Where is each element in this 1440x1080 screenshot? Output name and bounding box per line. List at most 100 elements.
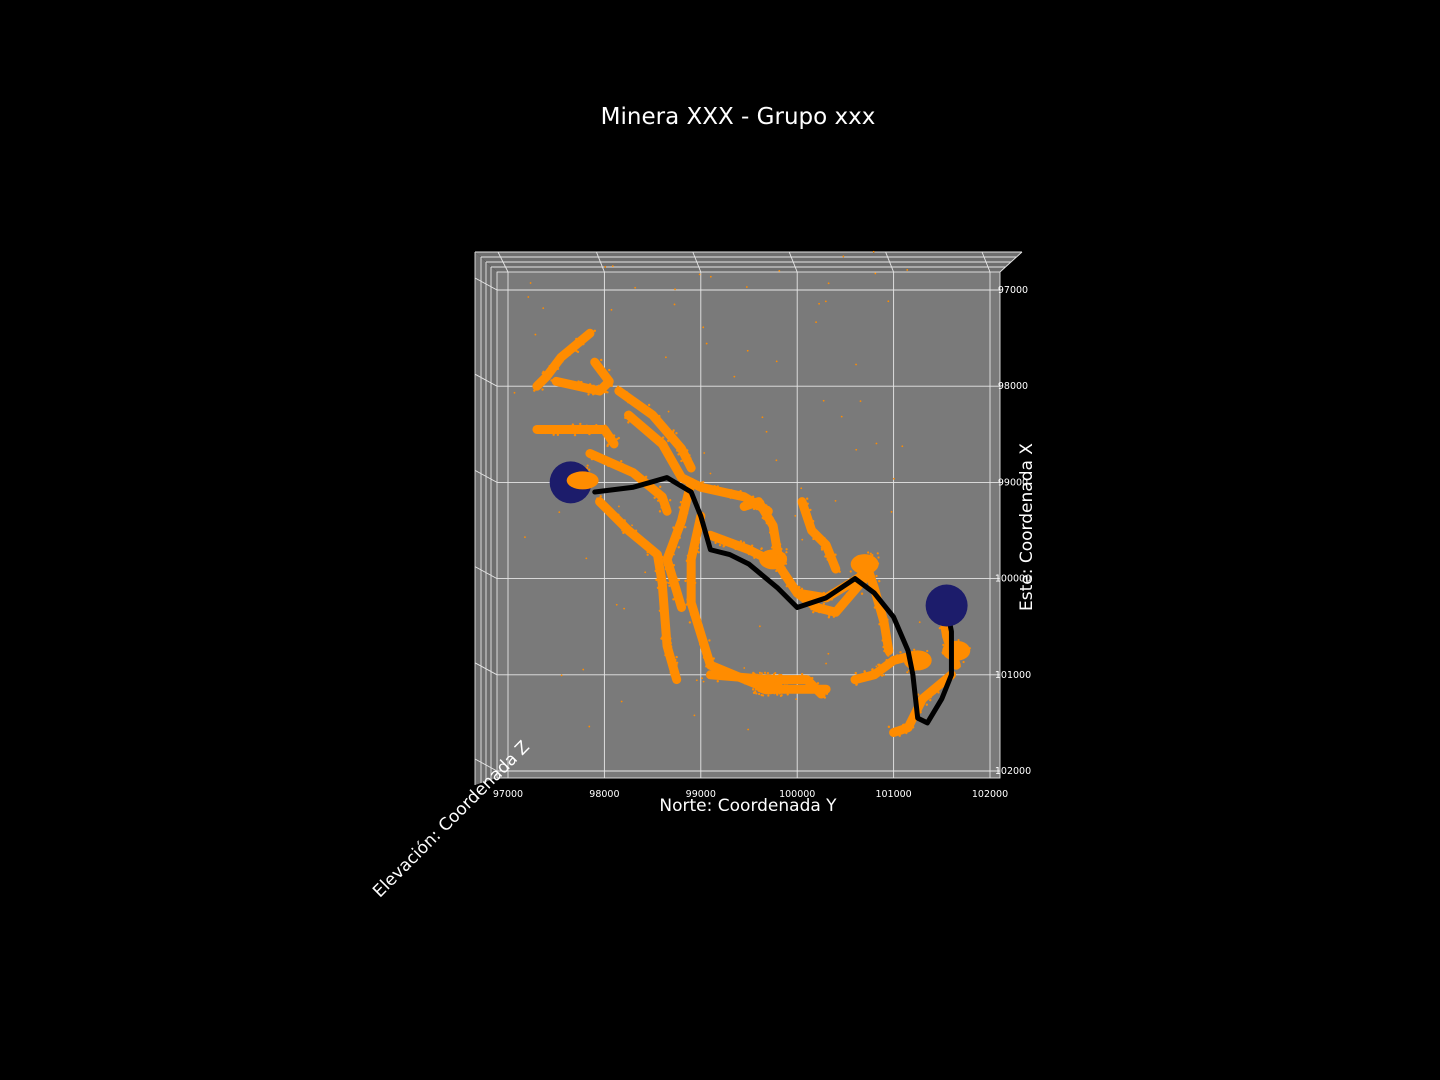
data-point — [586, 467, 589, 470]
data-point — [790, 580, 793, 583]
data-point — [614, 443, 618, 446]
data-point — [859, 400, 862, 403]
data-point — [945, 640, 948, 644]
data-point — [811, 608, 815, 611]
data-point — [854, 671, 857, 675]
data-point — [890, 510, 893, 513]
data-point — [913, 717, 916, 721]
data-point — [622, 531, 625, 534]
data-point — [571, 423, 575, 426]
data-point — [733, 375, 736, 378]
data-point — [734, 673, 737, 676]
data-point — [597, 364, 600, 367]
data-point — [603, 385, 607, 388]
data-point — [769, 563, 773, 566]
data-point — [593, 329, 597, 333]
data-point — [827, 616, 831, 619]
y-tick-label: 97000 — [998, 285, 1028, 296]
data-point — [929, 698, 932, 702]
data-point — [800, 673, 804, 676]
data-point — [640, 422, 643, 426]
data-point — [813, 607, 817, 610]
data-point — [553, 365, 557, 369]
data-point — [809, 591, 812, 595]
data-point — [620, 459, 623, 463]
data-point — [674, 658, 677, 662]
data-point — [709, 488, 712, 492]
data-point — [845, 592, 849, 595]
data-point — [556, 433, 560, 437]
data-point — [666, 508, 669, 511]
data-point — [686, 598, 689, 601]
data-point — [941, 630, 945, 633]
data-point — [926, 649, 929, 653]
data-point — [685, 465, 689, 469]
data-point — [661, 436, 665, 439]
data-point — [534, 384, 538, 388]
data-point — [734, 547, 737, 551]
data-point — [560, 674, 563, 677]
data-point — [678, 479, 681, 482]
data-point — [588, 725, 591, 728]
data-point — [957, 638, 960, 642]
data-point — [742, 673, 745, 677]
data-point — [815, 321, 817, 324]
data-point — [770, 685, 773, 688]
data-point — [658, 510, 662, 513]
data-point — [644, 571, 647, 574]
data-point — [585, 557, 588, 560]
data-point — [868, 555, 871, 559]
data-point — [608, 368, 611, 372]
data-point — [821, 541, 824, 545]
data-point — [664, 555, 667, 558]
data-point — [869, 675, 872, 679]
data-point — [671, 430, 675, 434]
data-point — [775, 691, 778, 694]
data-point — [692, 554, 696, 557]
data-point — [579, 381, 582, 384]
data-point — [697, 480, 700, 484]
data-point — [676, 449, 679, 452]
data-point — [642, 427, 645, 431]
data-point — [768, 691, 771, 694]
data-point — [656, 586, 660, 590]
data-point — [784, 562, 788, 565]
data-point — [827, 282, 830, 285]
data-point — [542, 370, 545, 373]
data-point — [683, 481, 687, 484]
data-point — [805, 497, 809, 500]
data-point — [628, 533, 631, 537]
data-point — [826, 550, 829, 553]
data-point — [667, 410, 670, 413]
data-point — [885, 641, 888, 644]
data-point — [837, 609, 841, 612]
data-point — [798, 586, 801, 589]
data-point — [786, 693, 789, 696]
data-point — [901, 723, 905, 727]
data-point — [761, 504, 765, 508]
data-point — [596, 367, 599, 370]
data-point — [842, 255, 845, 258]
data-point — [758, 671, 762, 674]
data-point — [513, 391, 516, 394]
data-point — [593, 365, 596, 369]
data-point — [575, 349, 578, 353]
data-point — [629, 400, 632, 403]
data-point — [631, 470, 634, 474]
data-point — [623, 520, 626, 523]
data-point — [722, 535, 726, 539]
data-point — [599, 370, 603, 373]
data-point — [697, 551, 700, 554]
data-point — [617, 513, 620, 517]
data-point — [896, 732, 899, 735]
x-tick-label: 98000 — [589, 789, 619, 800]
data-point — [638, 406, 641, 410]
data-point — [761, 416, 764, 419]
data-point — [551, 362, 554, 365]
data-point — [954, 651, 957, 654]
data-point — [586, 385, 589, 388]
data-point — [660, 501, 664, 504]
data-point — [910, 722, 914, 725]
data-point — [825, 662, 828, 665]
data-point — [529, 282, 532, 284]
